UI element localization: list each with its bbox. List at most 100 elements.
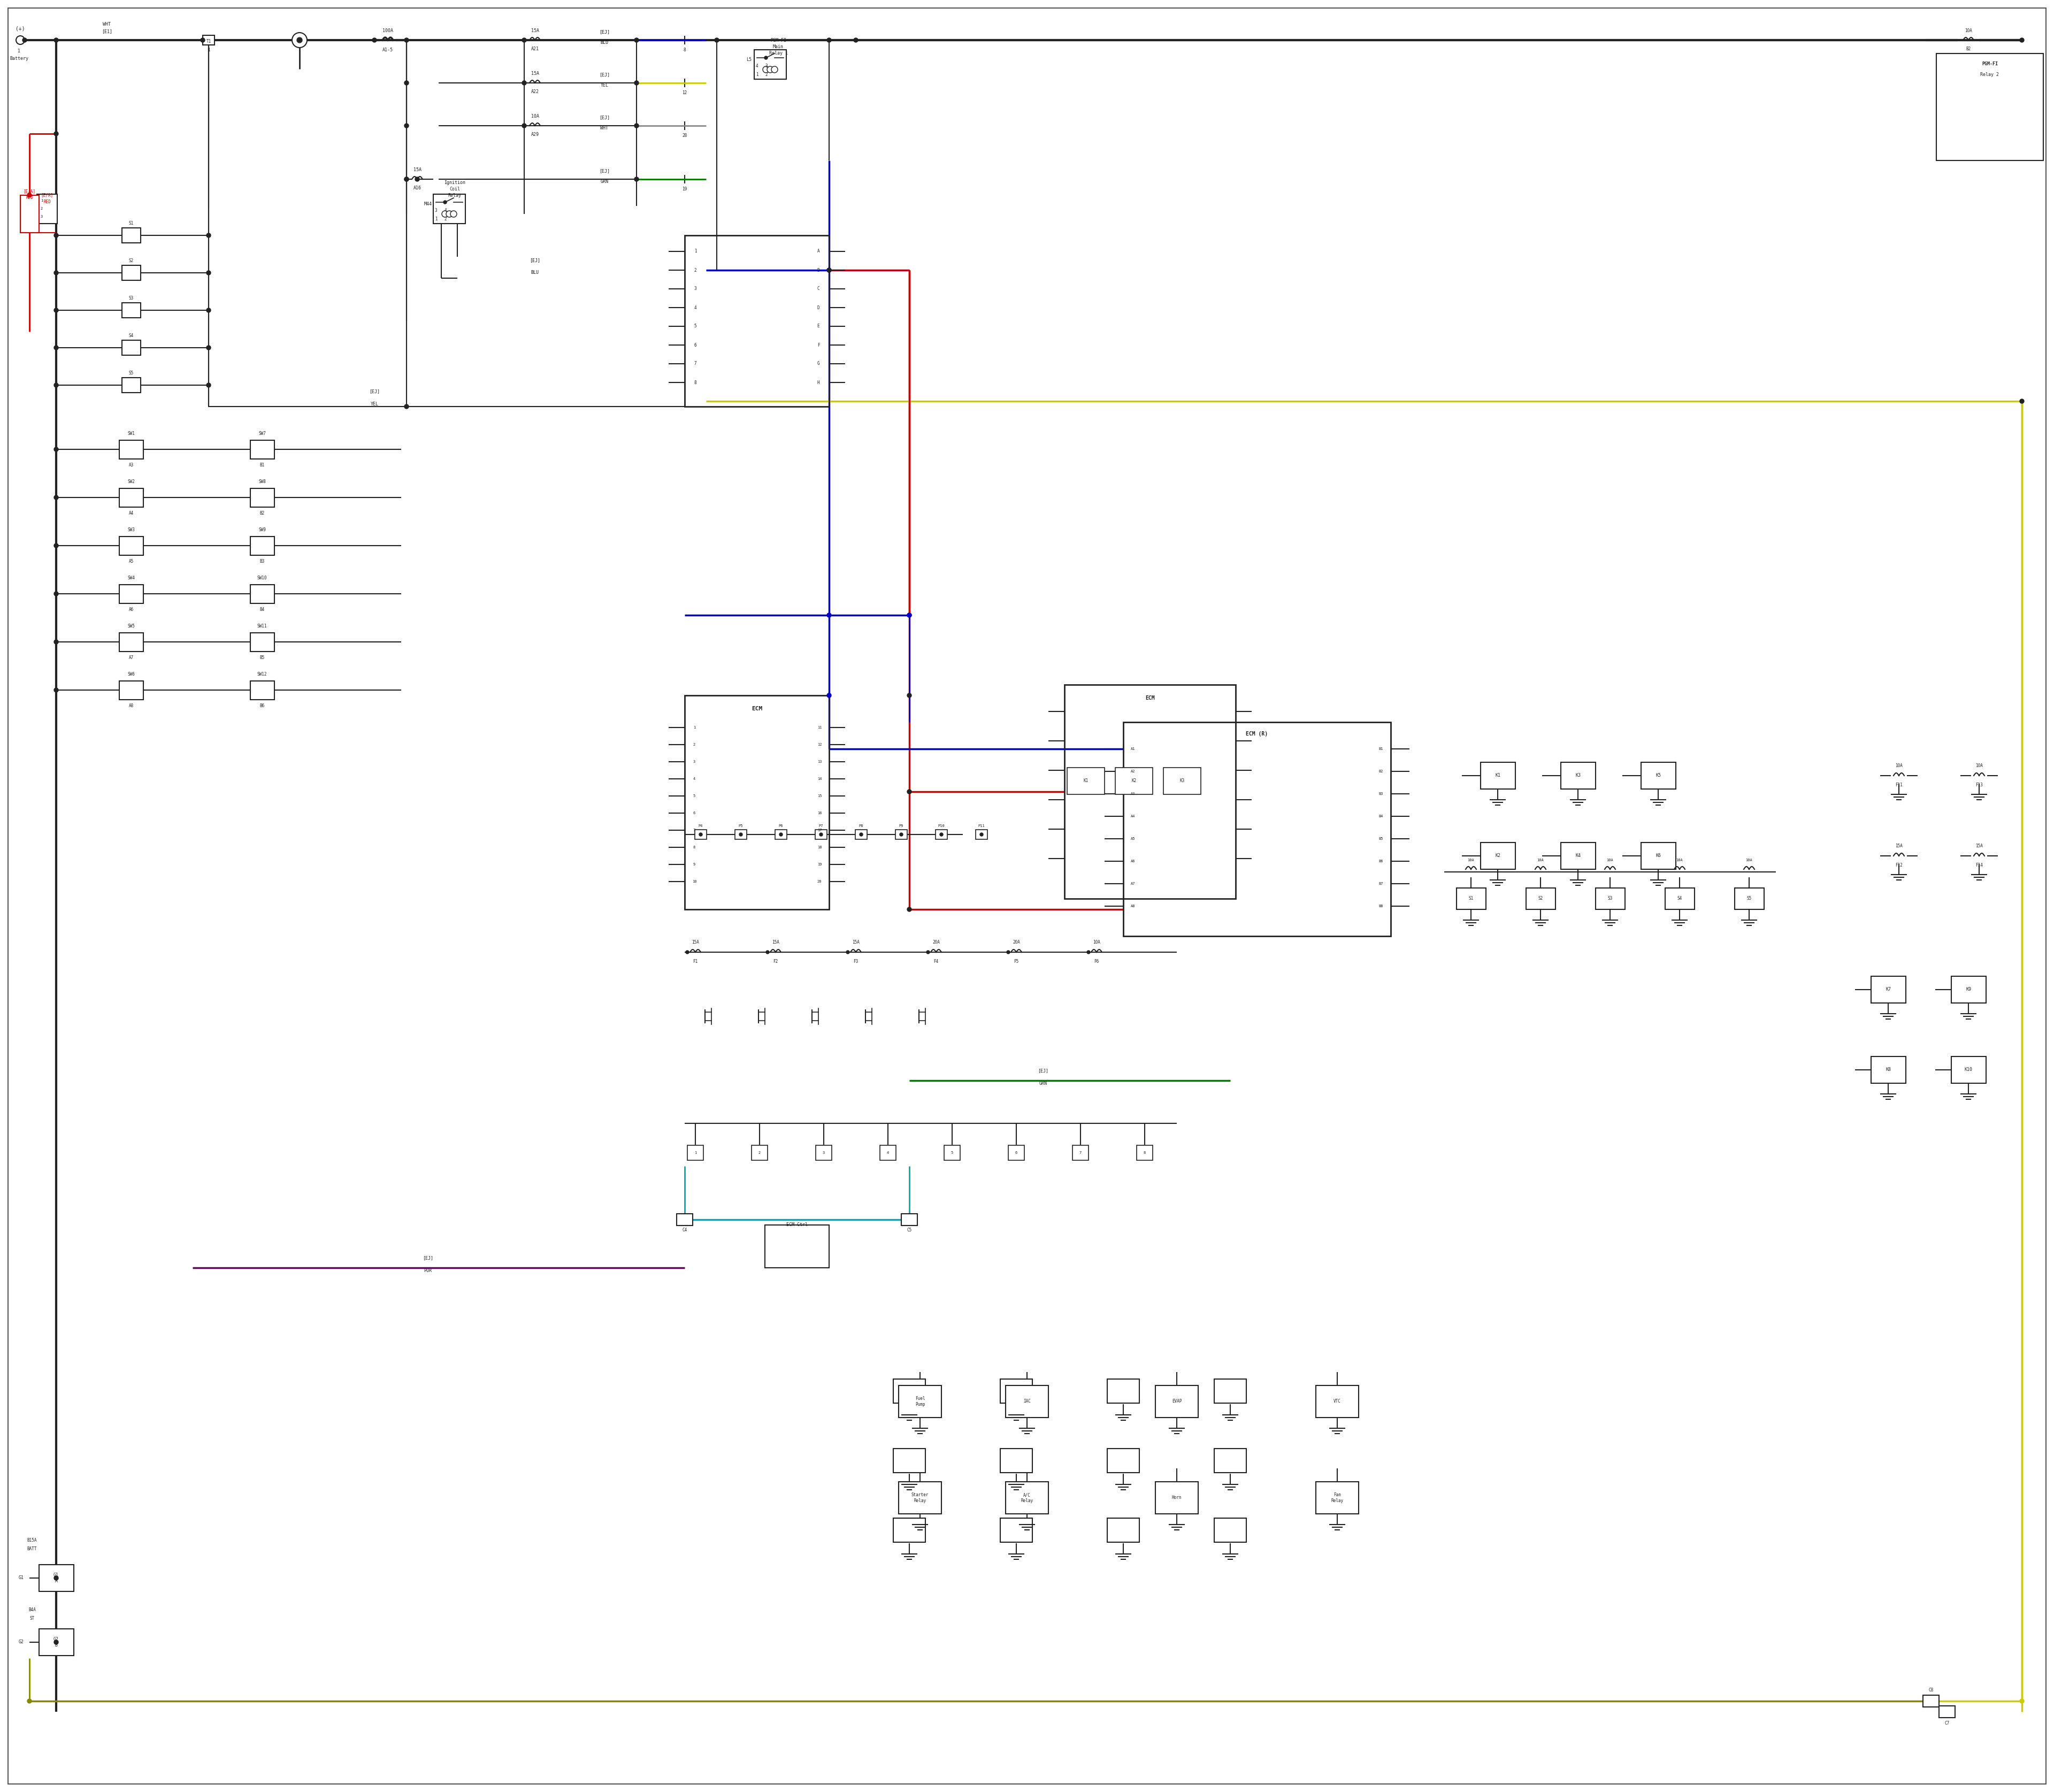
Bar	[752, 1145, 768, 1159]
Text: 10A: 10A	[1606, 858, 1614, 862]
Bar	[1734, 889, 1764, 909]
Circle shape	[908, 613, 912, 616]
Text: 18: 18	[817, 846, 822, 849]
Text: B4: B4	[259, 607, 265, 611]
Text: F1: F1	[692, 959, 698, 964]
Bar	[119, 487, 144, 507]
Text: 4: 4	[887, 1150, 889, 1154]
Text: SW1: SW1	[127, 432, 136, 435]
Circle shape	[739, 833, 741, 837]
Bar	[815, 1145, 832, 1159]
Bar	[893, 1448, 926, 1473]
Bar	[210, 39, 407, 407]
Bar	[1136, 1145, 1152, 1159]
Text: A7: A7	[1130, 882, 1136, 885]
Text: 1: 1	[756, 72, 758, 77]
Text: SW2: SW2	[127, 478, 136, 484]
Circle shape	[828, 694, 832, 697]
Text: Battery: Battery	[10, 56, 29, 61]
Text: S3: S3	[1608, 896, 1612, 901]
Circle shape	[53, 543, 58, 548]
Text: 2: 2	[41, 208, 43, 210]
Bar	[1072, 1145, 1089, 1159]
Text: 8: 8	[684, 47, 686, 52]
Circle shape	[686, 950, 688, 953]
Text: 20A: 20A	[933, 941, 941, 944]
Text: Ignition: Ignition	[444, 181, 466, 185]
Text: B3: B3	[1378, 792, 1384, 796]
Text: 1: 1	[435, 217, 438, 222]
Bar	[893, 1518, 926, 1541]
Text: C4: C4	[682, 1228, 688, 1233]
Text: 5: 5	[692, 794, 696, 797]
Text: S4: S4	[129, 333, 134, 339]
Bar	[1107, 1378, 1140, 1403]
Text: Relay 1: Relay 1	[768, 50, 787, 56]
Circle shape	[1006, 950, 1011, 953]
Bar	[203, 36, 214, 45]
Bar	[1163, 767, 1202, 794]
Circle shape	[16, 36, 25, 45]
Bar	[1951, 977, 1986, 1004]
Text: 8: 8	[692, 846, 696, 849]
Circle shape	[405, 405, 409, 409]
Bar	[1107, 1518, 1140, 1541]
Bar	[119, 584, 144, 604]
Text: GRN: GRN	[1039, 1081, 1048, 1086]
Text: S5: S5	[1746, 896, 1752, 901]
Bar	[754, 50, 787, 79]
Bar	[1561, 762, 1596, 788]
Circle shape	[1087, 950, 1091, 953]
Circle shape	[900, 833, 904, 837]
Text: S1: S1	[129, 220, 134, 226]
Bar	[1481, 762, 1516, 788]
Text: ECM: ECM	[752, 706, 762, 711]
Text: PGM-FI: PGM-FI	[1982, 61, 1999, 66]
Bar	[1006, 1482, 1048, 1514]
Text: A4: A4	[129, 511, 134, 516]
Bar	[854, 830, 867, 839]
Text: E: E	[817, 324, 820, 328]
Text: [EJ]: [EJ]	[600, 115, 610, 120]
Text: [EJ]: [EJ]	[423, 1256, 433, 1260]
Text: K1: K1	[1082, 778, 1089, 783]
Bar	[1641, 762, 1676, 788]
Text: [EJ]: [EJ]	[600, 30, 610, 34]
Bar	[684, 235, 830, 407]
Circle shape	[522, 38, 526, 43]
Bar	[39, 1564, 74, 1591]
Circle shape	[522, 81, 526, 84]
Bar	[119, 633, 144, 650]
Circle shape	[27, 194, 31, 197]
Text: A5: A5	[1130, 837, 1136, 840]
Circle shape	[23, 38, 27, 43]
Text: 15A: 15A	[1976, 844, 1982, 849]
Text: B15A: B15A	[27, 1538, 37, 1543]
Bar	[945, 1145, 959, 1159]
Bar	[1939, 1706, 1955, 1719]
Text: YEL: YEL	[370, 401, 378, 407]
Circle shape	[762, 66, 768, 73]
Text: 2: 2	[766, 72, 768, 77]
Bar	[1871, 1057, 1906, 1082]
Text: B2: B2	[259, 511, 265, 516]
Text: Main: Main	[772, 45, 785, 48]
Text: 15A: 15A	[413, 168, 421, 172]
Text: G1
A: G1 A	[53, 1573, 60, 1582]
Text: 3: 3	[692, 760, 696, 763]
Text: D: D	[817, 305, 820, 310]
Text: K10: K10	[1964, 1068, 1972, 1072]
Circle shape	[372, 38, 376, 43]
Text: [EJ]: [EJ]	[1037, 1068, 1048, 1073]
Text: B4A: B4A	[29, 1607, 35, 1613]
Circle shape	[2019, 1699, 2023, 1702]
Circle shape	[828, 38, 832, 43]
Bar	[121, 265, 140, 280]
Circle shape	[405, 38, 409, 43]
Text: A8: A8	[129, 704, 134, 708]
Text: 10A: 10A	[1746, 858, 1752, 862]
Text: 2: 2	[694, 267, 696, 272]
Circle shape	[766, 950, 768, 953]
Circle shape	[201, 38, 205, 43]
Text: SW6: SW6	[127, 672, 136, 677]
